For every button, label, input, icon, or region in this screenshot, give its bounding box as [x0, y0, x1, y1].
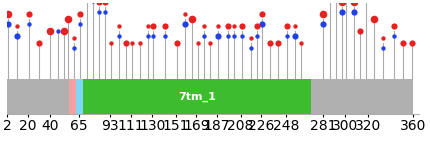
Point — [230, 35, 237, 37]
Point — [320, 23, 327, 25]
Point — [35, 42, 42, 45]
Point — [297, 42, 304, 45]
Point — [380, 47, 387, 49]
Point — [408, 42, 415, 45]
Point — [5, 23, 12, 25]
Point — [101, 1, 108, 4]
Point — [380, 37, 387, 40]
Point — [90, 0, 97, 1]
Point — [144, 25, 151, 28]
Point — [390, 35, 397, 37]
Point — [259, 23, 266, 25]
Point — [215, 25, 221, 28]
Point — [71, 47, 77, 49]
Point — [76, 23, 83, 25]
FancyBboxPatch shape — [70, 79, 76, 114]
Point — [201, 35, 208, 37]
Point — [207, 42, 214, 45]
Point — [188, 18, 195, 20]
Point — [5, 13, 12, 16]
Point — [116, 25, 123, 28]
Point — [225, 35, 232, 37]
Point — [356, 30, 363, 33]
Point — [116, 35, 123, 37]
Point — [25, 13, 32, 16]
Point — [95, 1, 102, 4]
Point — [150, 35, 157, 37]
Point — [76, 13, 83, 16]
Point — [182, 13, 189, 16]
Point — [259, 13, 266, 16]
Point — [284, 35, 291, 37]
Point — [144, 35, 151, 37]
Point — [95, 11, 102, 13]
Point — [320, 13, 327, 16]
Point — [238, 25, 245, 28]
Point — [292, 35, 298, 37]
Point — [350, 1, 357, 4]
Point — [371, 18, 378, 20]
Point — [47, 30, 54, 33]
Point — [215, 35, 221, 37]
Point — [55, 30, 61, 33]
Text: 7tm_1: 7tm_1 — [178, 92, 216, 102]
FancyBboxPatch shape — [83, 79, 311, 114]
Point — [390, 25, 397, 28]
Point — [292, 25, 298, 28]
Point — [338, 1, 345, 4]
Point — [247, 47, 254, 49]
Point — [123, 42, 129, 45]
Point — [161, 25, 168, 28]
FancyBboxPatch shape — [311, 79, 413, 114]
Point — [129, 42, 135, 45]
Point — [284, 25, 291, 28]
Point — [71, 37, 77, 40]
Point — [247, 37, 254, 40]
Point — [225, 25, 232, 28]
FancyBboxPatch shape — [76, 79, 83, 114]
Point — [60, 30, 67, 33]
Point — [136, 42, 143, 45]
Point — [174, 42, 181, 45]
Point — [108, 42, 115, 45]
Point — [161, 35, 168, 37]
Point — [238, 35, 245, 37]
Point — [230, 25, 237, 28]
Point — [14, 35, 21, 37]
Point — [350, 11, 357, 13]
Point — [201, 25, 208, 28]
Point — [182, 23, 189, 25]
Point — [338, 11, 345, 13]
Point — [253, 35, 260, 37]
Point — [399, 42, 406, 45]
Point — [150, 25, 157, 28]
Point — [14, 25, 21, 28]
Point — [25, 23, 32, 25]
Point — [275, 42, 282, 45]
Point — [267, 42, 273, 45]
Point — [65, 18, 72, 20]
Point — [253, 25, 260, 28]
Point — [194, 42, 201, 45]
FancyBboxPatch shape — [7, 79, 70, 114]
Point — [101, 11, 108, 13]
